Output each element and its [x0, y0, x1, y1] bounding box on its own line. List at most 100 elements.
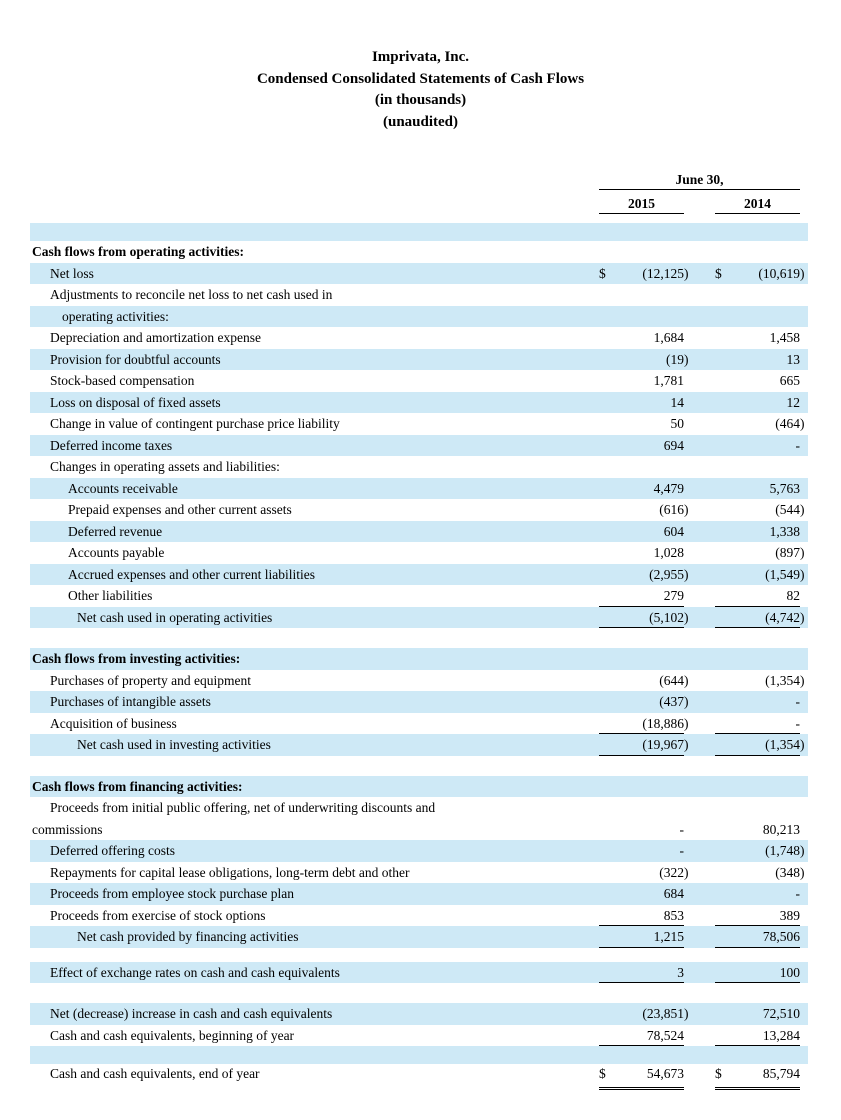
value-underline-area: 78,506: [715, 926, 800, 948]
value-col-2015: 14: [599, 392, 692, 414]
value-underline-area: 604: [599, 521, 684, 543]
value-underline-area: $85,794: [715, 1064, 800, 1090]
value-2014: (4,742: [765, 609, 800, 625]
column-gap: [692, 862, 715, 884]
value-col-2015: 78,524: [599, 1025, 692, 1046]
value-col-2015: (19): [599, 349, 692, 371]
row-label: Net cash provided by financing activitie…: [77, 929, 299, 944]
value-underline-area: 279: [599, 585, 684, 607]
paren: [800, 713, 808, 735]
value-underline-area: 665: [715, 370, 800, 392]
value-underline-area: (544: [715, 499, 800, 521]
row-label: Proceeds from employee stock purchase pl…: [50, 886, 295, 901]
value-col-2015: 604: [599, 521, 692, 543]
value-2015: 279: [663, 588, 684, 603]
table-row: Cash flows from financing activities:: [30, 775, 808, 797]
value-underline-area: (19,967: [599, 734, 684, 756]
cash-flow-table: June 30, 2015 2014 Cash flows from opera…: [30, 170, 808, 1090]
column-gap: [692, 349, 715, 371]
value-col-2014: -: [715, 435, 808, 457]
paren: [800, 478, 808, 500]
table-row: operating activities:: [30, 305, 808, 327]
value-underline-area: $54,673: [599, 1064, 684, 1090]
value-col-2014: 80,213: [715, 819, 808, 841]
row-label: Purchases of intangible assets: [50, 694, 211, 709]
value-col-2014: (348): [715, 862, 808, 884]
value-underline-area: (644: [599, 670, 684, 692]
value-underline-area: (18,886: [599, 713, 684, 734]
value-2014: (1,748: [765, 843, 800, 858]
value-col-2014: (544): [715, 499, 808, 521]
value-2015: -: [679, 821, 685, 837]
value-underline-area: 853: [599, 905, 684, 926]
value-2015: (18,886: [642, 715, 684, 731]
row-label: Changes in operating assets and liabilit…: [50, 459, 280, 474]
paren: ): [800, 502, 805, 517]
paren: ): [684, 609, 689, 625]
value-col-2014: (1,354): [715, 734, 808, 756]
paren: ): [800, 737, 805, 752]
value-col-2015: (616): [599, 499, 692, 521]
value-2014: (897: [775, 545, 800, 560]
row-label: Acquisition of business: [50, 715, 177, 731]
value-2014: (348: [775, 864, 800, 880]
value-2014: 72,510: [762, 1006, 800, 1021]
table-row: Deferred income taxes 694 -: [30, 434, 808, 457]
value-col-2014: $ (10,619): [715, 263, 808, 285]
table-row: Prepaid expenses and other current asset…: [30, 499, 808, 521]
value-2015: 694: [663, 437, 684, 453]
paren: [684, 840, 692, 862]
row-label: Net cash used in investing activities: [77, 737, 271, 752]
row-label: Accounts receivable: [68, 480, 178, 496]
paren: ): [684, 265, 689, 281]
spacer-row: [30, 948, 808, 962]
year-column-header-2014: 2014: [715, 190, 800, 214]
row-label: Cash flows from financing activities:: [32, 778, 243, 794]
value-underline-area: $ (10,619: [715, 263, 800, 285]
value-underline-area: -: [715, 713, 800, 734]
value-underline-area: 1,338: [715, 521, 800, 543]
value-underline-area: 684: [599, 883, 684, 905]
value-2015: 14: [670, 394, 685, 410]
row-label: Accounts payable: [68, 545, 165, 560]
value-2015: (616: [659, 502, 684, 517]
column-gap: [692, 734, 715, 756]
table-row: Provision for doubtful accounts (19) 13: [30, 348, 808, 371]
cash-flow-table-body: Cash flows from operating activities: Net…: [30, 214, 808, 1090]
value-underline-area: (1,748: [715, 840, 800, 862]
value-underline-area: 80,213: [715, 819, 800, 841]
value-col-2015: -: [599, 819, 692, 841]
value-2015: 78,524: [646, 1027, 684, 1043]
value-underline-area: -: [715, 691, 801, 713]
column-gap: [692, 1003, 715, 1025]
value-underline-area: (1,354: [715, 734, 800, 756]
table-row: Proceeds from initial public offering, n…: [30, 797, 808, 819]
value-underline-area: 1,684: [599, 327, 684, 349]
value-col-2015: 1,684: [599, 327, 692, 349]
column-gap: [692, 926, 715, 948]
paren: [800, 370, 808, 392]
spacer-row: [30, 756, 808, 776]
value-2014: 13,284: [762, 1027, 800, 1043]
column-gap: [692, 521, 715, 543]
column-gap: [692, 327, 715, 349]
value-2014: 78,506: [762, 929, 800, 944]
value-col-2014: (897): [715, 542, 808, 564]
value-col-2014: 12: [715, 392, 808, 414]
row-label: Prepaid expenses and other current asset…: [68, 502, 292, 517]
audit-note: (unaudited): [382, 113, 459, 130]
value-underline-area: 14: [599, 392, 685, 414]
value-col-2015: (437): [599, 691, 692, 713]
column-gap: [692, 392, 715, 414]
column-gap: [692, 585, 715, 607]
paren: ): [684, 672, 689, 688]
row-label: Loss on disposal of fixed assets: [50, 394, 221, 410]
column-gap: [692, 370, 715, 392]
value-2014: 5,763: [769, 480, 800, 496]
value-col-2014: (1,549): [715, 564, 808, 586]
value-2014: 665: [779, 373, 800, 388]
paren: [684, 392, 692, 414]
column-gap: [692, 435, 715, 457]
value-2014: -: [795, 886, 801, 901]
